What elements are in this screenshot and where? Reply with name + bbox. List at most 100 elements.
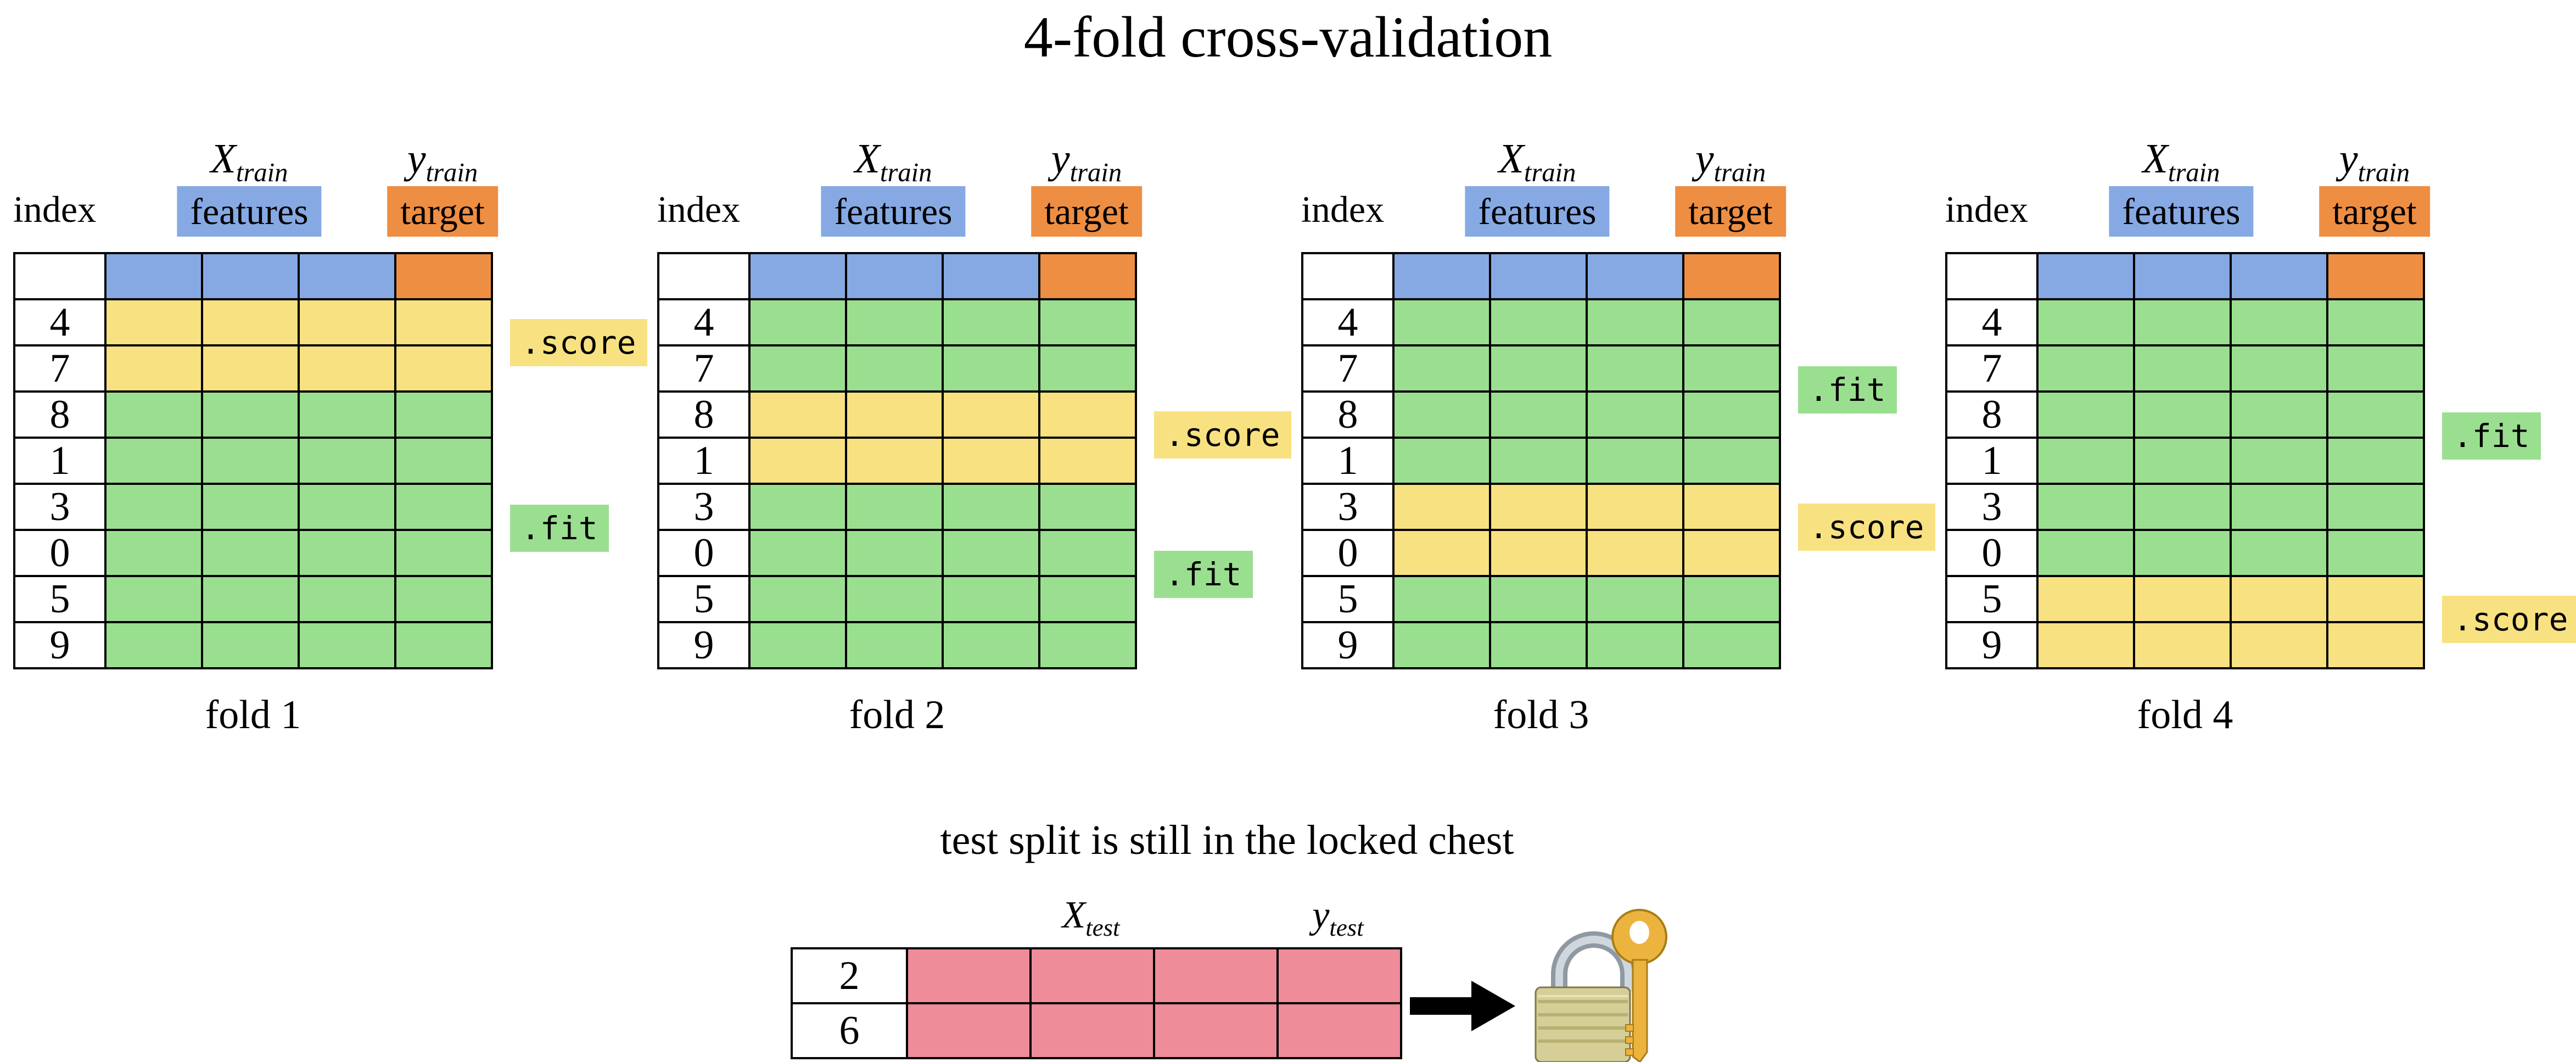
x-train-label: Xtrain (210, 138, 288, 186)
data-cell (395, 484, 492, 530)
data-cell (1490, 484, 1587, 530)
data-cell (202, 576, 299, 622)
index-cell: 4 (1946, 299, 2037, 345)
data-cell (2231, 345, 2327, 392)
y-train-label: ytrain (1051, 138, 1122, 186)
index-cell: 7 (14, 345, 105, 392)
data-cell (2231, 392, 2327, 438)
data-cell (105, 484, 202, 530)
data-cell (1683, 345, 1780, 392)
data-cell (943, 392, 1039, 438)
fold-header: index Xtrain ytrain features target (1932, 138, 2576, 252)
y-train-sub: train (2357, 158, 2410, 188)
data-cell (749, 484, 846, 530)
data-cell (1683, 530, 1780, 576)
data-cell (1587, 622, 1683, 668)
fold-caption: fold 4 (2137, 692, 2233, 737)
index-cell: 1 (1946, 438, 2037, 484)
data-cell (2231, 484, 2327, 530)
fold-caption: fold 2 (849, 692, 945, 737)
y-train-sub: train (425, 158, 478, 188)
feature-header-cell (1587, 253, 1683, 299)
x-train-label: Xtrain (2142, 138, 2220, 186)
index-column-label: index (657, 188, 741, 230)
data-cell (1039, 530, 1136, 576)
data-cell (846, 484, 943, 530)
feature-header-cell (846, 253, 943, 299)
y-train-base: y (407, 136, 426, 182)
index-cell: 3 (658, 484, 749, 530)
data-cell (105, 299, 202, 345)
index-cell: 8 (658, 392, 749, 438)
data-cell (202, 438, 299, 484)
data-cell (846, 345, 943, 392)
data-cell (299, 576, 395, 622)
data-cell (2231, 299, 2327, 345)
target-chip: target (2319, 186, 2430, 237)
y-train-base: y (1695, 136, 1714, 182)
data-cell (1393, 299, 1490, 345)
score-label: .score (510, 319, 647, 366)
data-cell (1393, 438, 1490, 484)
data-cell (1683, 299, 1780, 345)
data-cell (202, 484, 299, 530)
x-train-sub: train (236, 158, 288, 188)
data-cell (846, 576, 943, 622)
data-cell (1393, 484, 1490, 530)
test-data-cell (1154, 1003, 1278, 1058)
data-cell (299, 392, 395, 438)
data-cell (2037, 530, 2134, 576)
index-column-label: index (1301, 188, 1385, 230)
data-cell (2134, 299, 2231, 345)
data-cell (2037, 438, 2134, 484)
page-title: 4-fold cross-validation (1023, 5, 1553, 69)
corner-cell (1302, 253, 1393, 299)
data-cell (1587, 530, 1683, 576)
data-cell (105, 622, 202, 668)
index-cell: 2 (792, 948, 907, 1003)
data-cell (1683, 438, 1780, 484)
test-section-caption: test split is still in the locked chest (940, 817, 1514, 863)
data-cell (1587, 576, 1683, 622)
index-cell: 8 (1302, 392, 1393, 438)
fit-label: .fit (1154, 551, 1253, 598)
data-cell (395, 622, 492, 668)
data-cell (2037, 392, 2134, 438)
data-cell (1587, 345, 1683, 392)
data-cell (2327, 576, 2424, 622)
corner-cell (658, 253, 749, 299)
data-cell (749, 622, 846, 668)
data-cell (1039, 345, 1136, 392)
data-cell (299, 345, 395, 392)
data-cell (202, 530, 299, 576)
index-cell: 8 (14, 392, 105, 438)
test-data-cell (1154, 948, 1278, 1003)
features-chip: features (821, 186, 966, 237)
x-train-base: X (1498, 136, 1524, 182)
index-cell: 0 (658, 530, 749, 576)
data-cell (299, 622, 395, 668)
data-cell (846, 392, 943, 438)
data-cell (2231, 530, 2327, 576)
data-cell (1683, 392, 1780, 438)
score-label: .score (1154, 411, 1291, 459)
fold-caption: fold 3 (1493, 692, 1589, 737)
data-cell (2231, 438, 2327, 484)
target-chip: target (387, 186, 498, 237)
data-cell (105, 530, 202, 576)
data-cell (1039, 484, 1136, 530)
index-cell: 3 (1946, 484, 2037, 530)
data-cell (1393, 576, 1490, 622)
target-header-cell (1683, 253, 1780, 299)
y-test-sub: test (1329, 914, 1364, 941)
data-cell (943, 484, 1039, 530)
x-train-base: X (210, 136, 236, 182)
data-cell (395, 576, 492, 622)
data-cell (846, 299, 943, 345)
data-cell (395, 345, 492, 392)
